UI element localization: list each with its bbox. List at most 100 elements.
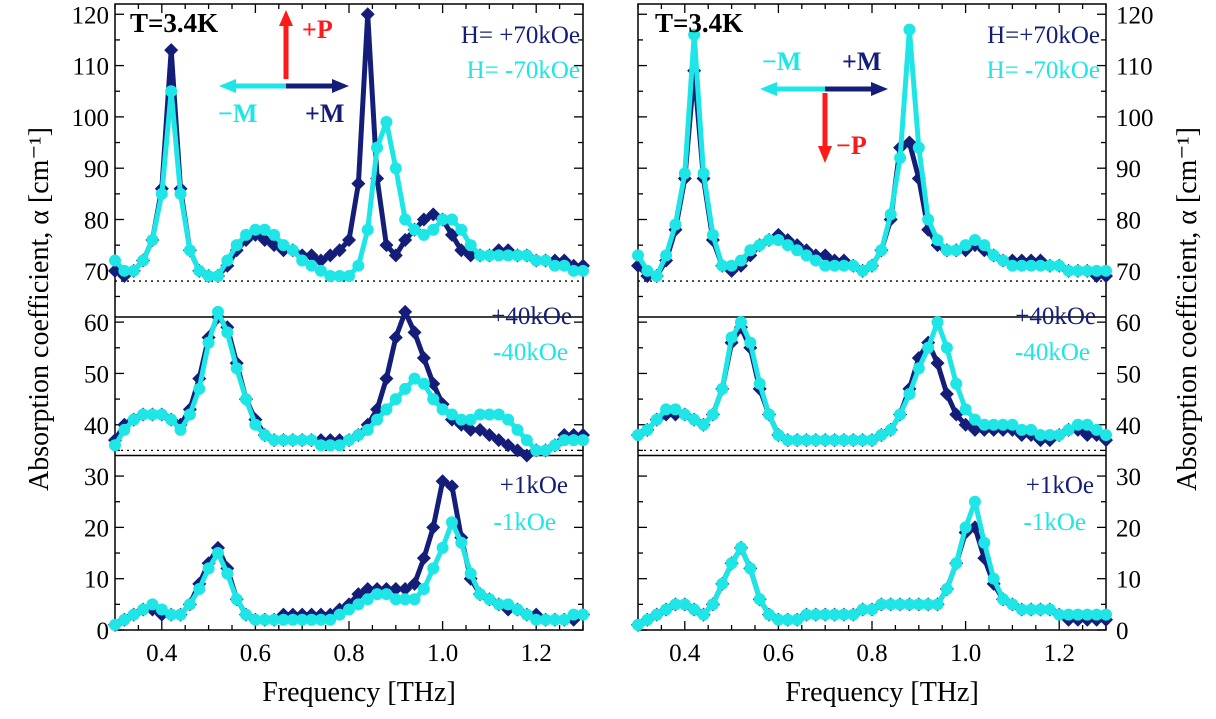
right-data-point--70kOe bbox=[650, 269, 663, 282]
left-data-point--40kOe bbox=[483, 408, 496, 421]
right-data-point--1kOe bbox=[706, 598, 719, 611]
left-data-point--40kOe bbox=[474, 408, 487, 421]
right-y-tick-label: 60 bbox=[1116, 310, 1141, 337]
right-data-point--40kOe bbox=[856, 434, 869, 447]
left-data-point--40kOe bbox=[371, 413, 384, 426]
left-data-point--1kOe bbox=[548, 613, 561, 626]
left-data-point-+70kOe bbox=[351, 176, 366, 191]
left-y-tick-label: 120 bbox=[72, 2, 110, 29]
left-data-point--40kOe bbox=[314, 439, 327, 452]
left-data-point--40kOe bbox=[352, 429, 365, 442]
left-data-point--1kOe bbox=[417, 582, 430, 595]
right-data-point--70kOe bbox=[884, 208, 897, 221]
left-data-point--1kOe bbox=[268, 613, 281, 626]
left-data-point-+70kOe bbox=[332, 243, 347, 258]
right-data-point--40kOe bbox=[1034, 429, 1047, 442]
left-data-point--40kOe bbox=[427, 393, 440, 406]
left-y-tick-label: 10 bbox=[84, 567, 109, 594]
right-data-point--1kOe bbox=[1053, 608, 1066, 621]
left-data-point--70kOe bbox=[230, 239, 243, 252]
right-data-point--1kOe bbox=[997, 593, 1010, 606]
right-x-tick-label: 0.8 bbox=[856, 640, 887, 667]
right-data-point--40kOe bbox=[697, 418, 710, 431]
left-data-point--1kOe bbox=[118, 613, 131, 626]
right-data-point--40kOe bbox=[847, 434, 860, 447]
right-data-point--1kOe bbox=[950, 557, 963, 570]
left-data-point--70kOe bbox=[193, 264, 206, 277]
right-plus-m-arrow bbox=[825, 82, 888, 96]
right-data-point--40kOe bbox=[922, 341, 935, 354]
right-data-point--70kOe bbox=[781, 239, 794, 252]
right-data-point--40kOe bbox=[772, 429, 785, 442]
left-data-point--1kOe bbox=[211, 547, 224, 560]
left-data-point-+70kOe bbox=[304, 248, 319, 263]
left-data-point--40kOe bbox=[380, 403, 393, 416]
left-data-point--40kOe bbox=[230, 362, 243, 375]
left-data-point--1kOe bbox=[539, 613, 552, 626]
left-data-point-+40kOe bbox=[491, 433, 506, 448]
left-y-tick-label: 110 bbox=[72, 54, 109, 81]
right-y-tick-label: 0 bbox=[1116, 618, 1129, 645]
left-data-point-+1kOe bbox=[398, 581, 413, 596]
right-data-point--1kOe bbox=[875, 598, 888, 611]
left-data-point--70kOe bbox=[183, 244, 196, 257]
right-field-mid-negative: -40kOe bbox=[1015, 339, 1090, 366]
left-chart-panel: 0.4 0.6 0.8 1.0 1.2 0 10 20 30 40 50 60 70 80 90 100 110… bbox=[24, 2, 590, 708]
left-data-point--70kOe bbox=[202, 269, 215, 282]
right-data-point--70kOe bbox=[734, 254, 747, 267]
left-data-point--70kOe bbox=[427, 223, 440, 236]
right-y-tick-label: 80 bbox=[1116, 208, 1141, 235]
right-data-point--40kOe bbox=[1090, 423, 1103, 436]
right-data-point--1kOe bbox=[837, 608, 850, 621]
left-data-point--70kOe bbox=[511, 249, 524, 262]
right-data-point--40kOe bbox=[940, 341, 953, 354]
left-data-point--1kOe bbox=[371, 588, 384, 601]
right-x-tick-label: 0.4 bbox=[669, 640, 701, 667]
left-data-point--40kOe bbox=[258, 429, 271, 442]
left-data-point--1kOe bbox=[333, 608, 346, 621]
left-data-point--1kOe bbox=[520, 608, 533, 621]
right-data-point--40kOe bbox=[706, 408, 719, 421]
left-data-point-+1kOe bbox=[435, 474, 450, 489]
left-y-tick-label: 50 bbox=[84, 361, 109, 388]
left-data-point--40kOe bbox=[511, 423, 524, 436]
right-data-point--70kOe bbox=[922, 213, 935, 226]
left-data-point--1kOe bbox=[389, 593, 402, 606]
left-field-top-negative: H= -70kOe bbox=[467, 57, 580, 84]
left-data-point--1kOe bbox=[249, 613, 262, 626]
left-data-point--70kOe bbox=[165, 85, 178, 98]
left-data-point--1kOe bbox=[427, 562, 440, 575]
left-data-point-+40kOe bbox=[416, 351, 431, 366]
left-data-point--1kOe bbox=[183, 598, 196, 611]
right-data-point--70kOe bbox=[641, 264, 654, 277]
right-data-point--70kOe bbox=[725, 259, 738, 272]
left-data-point--70kOe bbox=[371, 141, 384, 154]
right-x-tick-label: 1.0 bbox=[950, 640, 981, 667]
left-data-point-+40kOe bbox=[407, 325, 422, 340]
left-data-point--40kOe bbox=[165, 413, 178, 426]
left-data-point--40kOe bbox=[408, 372, 421, 385]
right-data-point--1kOe bbox=[1081, 608, 1094, 621]
left-data-point--40kOe bbox=[464, 413, 477, 426]
right-data-point--70kOe bbox=[1100, 264, 1112, 277]
left-data-point-+70kOe bbox=[444, 227, 459, 242]
right-data-point--70kOe bbox=[1015, 259, 1028, 272]
left-data-point-+40kOe bbox=[519, 448, 534, 463]
right-data-point--40kOe bbox=[828, 434, 841, 447]
left-data-point--40kOe bbox=[567, 434, 580, 447]
right-data-point--40kOe bbox=[669, 403, 682, 416]
right-data-point-+40kOe bbox=[939, 386, 954, 401]
right-data-point--1kOe bbox=[744, 562, 757, 575]
left-data-point--40kOe bbox=[286, 434, 299, 447]
right-x-tick-label: 1.2 bbox=[1044, 640, 1075, 667]
left-data-point--1kOe bbox=[174, 608, 187, 621]
left-data-point--40kOe bbox=[445, 408, 458, 421]
left-plus-m-arrow bbox=[286, 79, 349, 93]
right-data-point--70kOe bbox=[809, 254, 822, 267]
left-data-point--70kOe bbox=[249, 223, 262, 236]
left-data-point--1kOe bbox=[193, 582, 206, 595]
left-y-tick-label: 100 bbox=[72, 105, 110, 132]
right-data-point--1kOe bbox=[753, 593, 766, 606]
left-data-point--1kOe bbox=[511, 603, 524, 616]
left-data-point--1kOe bbox=[361, 593, 374, 606]
